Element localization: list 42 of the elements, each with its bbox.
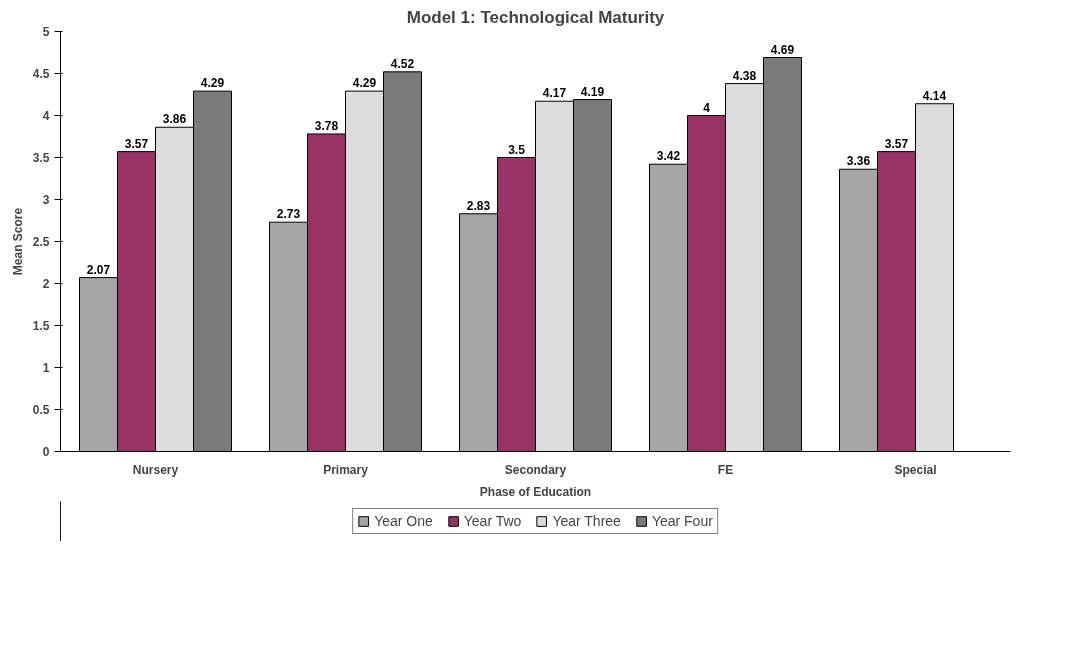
data-label: 4.14 <box>922 88 947 103</box>
data-label: 4.17 <box>542 86 567 101</box>
data-label: 4.52 <box>390 56 415 71</box>
data-label: 4.38 <box>732 68 757 83</box>
y-axis-title: Mean Score <box>10 207 25 276</box>
data-label: 4.29 <box>200 76 225 91</box>
data-label: 4 <box>703 100 711 115</box>
y-tick-label: 1.5 <box>32 319 50 333</box>
legend-label: Year Two <box>463 513 522 529</box>
y-tick-label: 2 <box>42 277 50 291</box>
data-label: 2.07 <box>86 262 111 277</box>
legend-label: Year One <box>374 513 433 529</box>
legend-label: Year Three <box>552 513 621 529</box>
y-tick-label: 4.5 <box>32 67 50 81</box>
data-label: 3.78 <box>314 118 339 133</box>
data-label: 3.36 <box>846 154 871 169</box>
data-label: 3.57 <box>884 136 909 151</box>
x-tick-label: Secondary <box>504 462 567 477</box>
data-label: 4.29 <box>352 76 377 91</box>
y-tick-label: 3.5 <box>32 151 50 165</box>
data-label: 3.86 <box>162 112 187 127</box>
y-tick-label: 3 <box>42 193 50 207</box>
x-tick-label: Primary <box>323 462 369 477</box>
legend-label: Year Four <box>651 513 713 529</box>
y-tick-label: 2.5 <box>32 235 50 249</box>
x-axis-title: Phase of Education <box>479 484 592 499</box>
x-tick-label: Nursery <box>132 462 179 477</box>
data-label: 3.57 <box>124 136 149 151</box>
chart-title: Model 1: Technological Maturity <box>406 7 665 27</box>
data-label: 4.19 <box>580 84 605 99</box>
data-label: 2.83 <box>466 198 491 213</box>
y-tick-label: 5 <box>42 25 50 39</box>
data-label: 3.5 <box>508 142 526 157</box>
y-tick-label: 0.5 <box>32 403 50 417</box>
x-tick-label: FE <box>717 462 734 477</box>
data-label: 3.42 <box>656 149 681 164</box>
y-tick-label: 4 <box>42 109 50 123</box>
y-tick-label: 0 <box>42 445 50 459</box>
y-tick-label: 1 <box>42 361 50 375</box>
x-tick-label: Special <box>894 462 937 477</box>
data-label: 4.69 <box>770 42 795 57</box>
data-label: 2.73 <box>276 207 301 222</box>
